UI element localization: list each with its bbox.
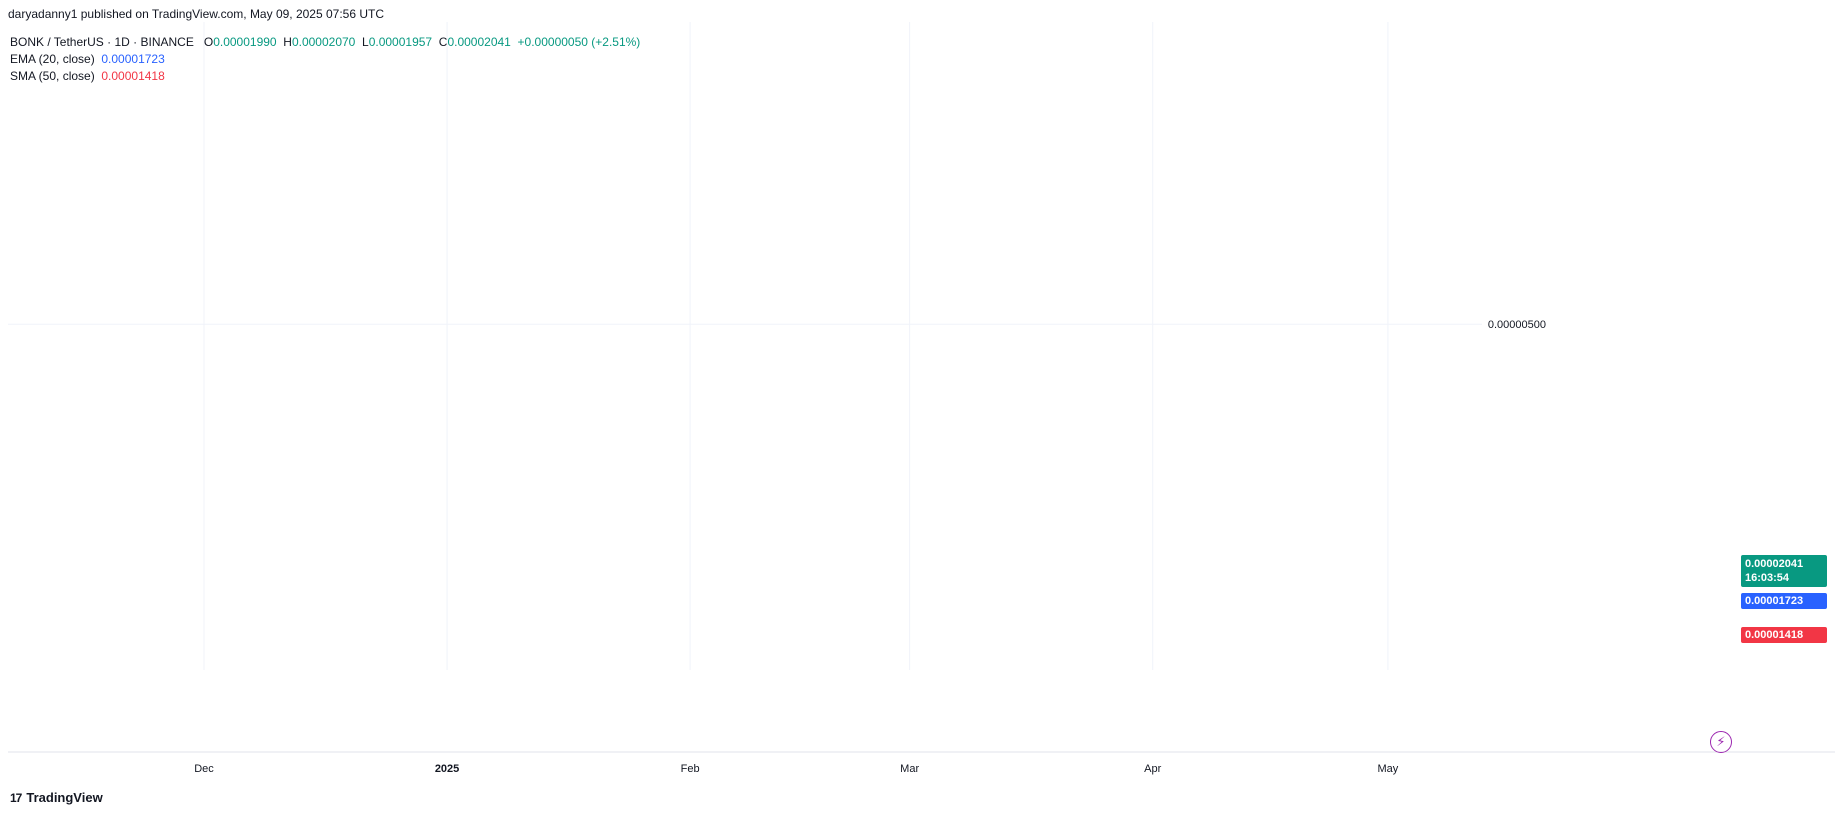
ema-price-tag: 0.00001723 [1741,593,1827,609]
legend-open-label: O [203,35,214,49]
tradingview-logo[interactable]: 17 TradingView [10,790,103,805]
legend-sma-label[interactable]: SMA (50, close) [10,69,95,83]
bar-countdown: 16:03:54 [1745,572,1790,584]
legend-low-value: 0.00001957 [368,35,433,49]
legend-open-value: 0.00001990 [213,35,277,49]
chart-legend: BONK / TetherUS · 1D · BINANCE O0.000019… [10,34,640,85]
x-tick-label: Dec [194,763,214,775]
x-tick-label: Apr [1144,763,1161,775]
sma-price-tag: 0.00001418 [1741,627,1827,643]
x-tick-label: 2025 [435,763,459,775]
legend-high-value: 0.00002070 [291,35,356,49]
legend-ema-label[interactable]: EMA (20, close) [10,52,95,66]
legend-high-label: H [283,35,292,49]
flash-icon[interactable]: ⚡ [1710,731,1732,753]
legend-symbol-row[interactable]: BONK / TetherUS · 1D · BINANCE O0.000019… [10,34,640,51]
legend-ema-row[interactable]: EMA (20, close) 0.00001723 [10,51,640,68]
legend-ema-value: 0.00001723 [101,52,165,66]
legend-change: +0.00000050 (+2.51%) [517,35,641,49]
last-price-tag: 0.00002041 16:03:54 [1741,555,1827,587]
legend-sma-row[interactable]: SMA (50, close) 0.00001418 [10,68,640,85]
ema-tag-value: 0.00001723 [1745,595,1804,607]
legend-close-value: 0.00002041 [447,35,511,49]
published-by-line: daryadanny1 published on TradingView.com… [8,7,385,21]
legend-low-label: L [362,35,369,49]
legend-close-label: C [438,35,448,49]
legend-sma-value: 0.00001418 [101,69,165,83]
x-tick-label: Feb [681,763,700,775]
sma-tag-value: 0.00001418 [1745,629,1804,641]
x-tick-label: Mar [900,763,919,775]
tradingview-logo-text: TradingView [26,790,103,805]
tradingview-logo-icon: 17 [10,790,22,805]
x-tick-label: May [1378,763,1399,775]
last-price-value: 0.00002041 [1745,558,1804,570]
legend-symbol[interactable]: BONK / TetherUS · 1D · BINANCE [10,35,194,49]
y-tick-label: 0.00000500 [1488,319,1546,331]
